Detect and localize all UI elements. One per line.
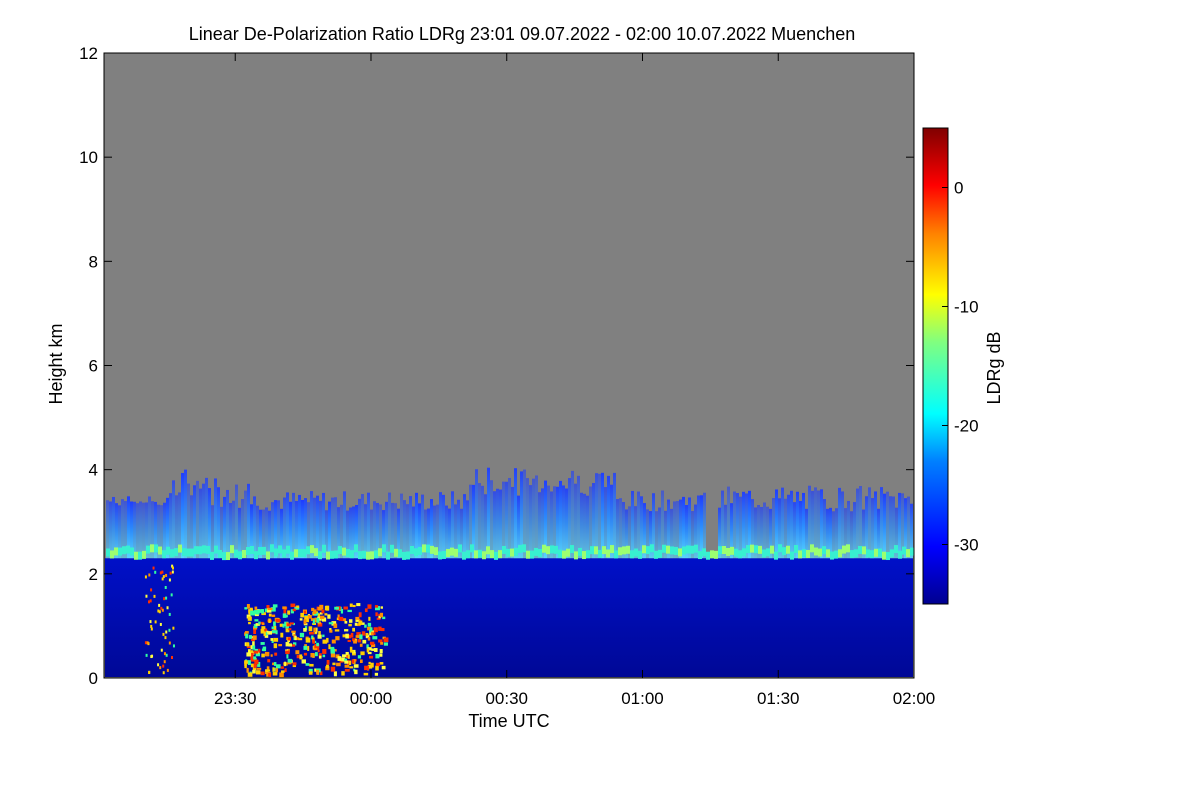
x-axis-label: Time UTC	[468, 711, 549, 731]
y-tick-label: 2	[89, 565, 98, 584]
x-tick-label: 00:30	[485, 689, 528, 708]
x-axis: 23:30 00:00 00:30 01:00 01:30 02:00	[214, 53, 935, 708]
y-tick-label: 6	[89, 357, 98, 376]
colorbar	[922, 127, 949, 605]
colorbar-label: LDRg dB	[984, 331, 1004, 404]
x-tick-label: 00:00	[350, 689, 393, 708]
x-tick-label: 23:30	[214, 689, 257, 708]
colorbar-tick-label: -10	[954, 298, 979, 317]
colorbar-tick-label: -30	[954, 536, 979, 555]
y-tick-label: 4	[89, 461, 98, 480]
colorbar-tick-label: -20	[954, 417, 979, 436]
y-axis-label: Height km	[46, 323, 66, 404]
x-tick-label: 02:00	[893, 689, 936, 708]
chart-title: Linear De-Polarization Ratio LDRg 23:01 …	[189, 24, 855, 44]
y-tick-label: 12	[79, 44, 98, 63]
y-tick-label: 10	[79, 148, 98, 167]
x-tick-label: 01:00	[621, 689, 664, 708]
colorbar-tick-label: 0	[954, 179, 963, 198]
y-tick-label: 0	[89, 669, 98, 688]
boundary-layer-band	[105, 558, 913, 677]
y-tick-label: 8	[89, 252, 98, 271]
bl-top-band	[106, 544, 914, 561]
x-tick-label: 01:30	[757, 689, 800, 708]
colorbar-axis: 0 -10 -20 -30	[942, 179, 979, 555]
cloud-plumes	[106, 467, 913, 559]
y-axis: 0 2 4 6 8 10 12	[79, 44, 914, 688]
low-level-streaks	[144, 564, 389, 678]
plot-area	[104, 53, 914, 678]
